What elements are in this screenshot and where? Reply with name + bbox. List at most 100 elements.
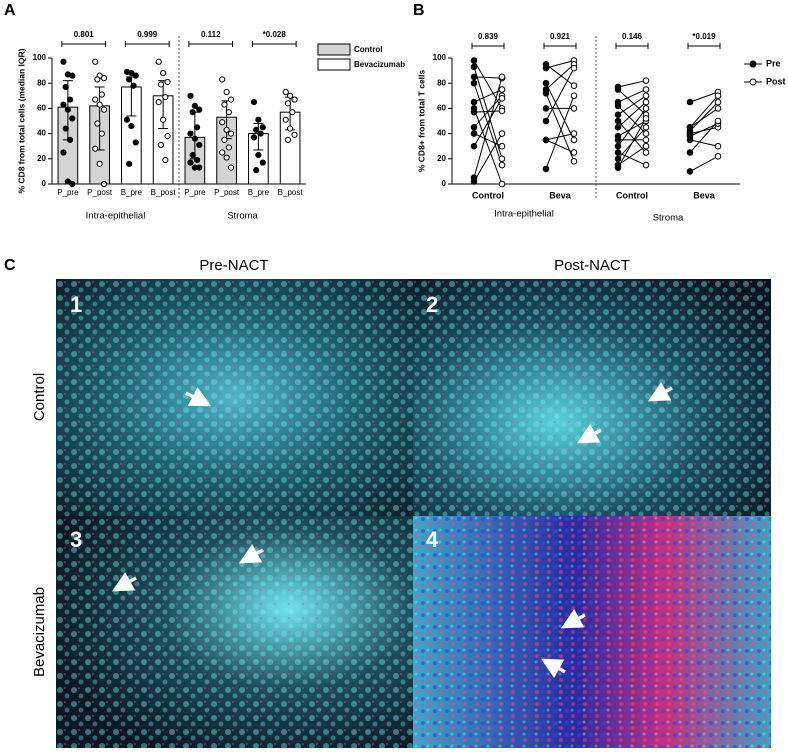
data-point — [470, 63, 478, 71]
legend-label: Control — [354, 45, 382, 54]
data-point — [164, 133, 171, 140]
data-point — [253, 167, 260, 174]
group-label: Stroma — [653, 213, 684, 224]
data-point — [498, 180, 506, 188]
data-point — [126, 160, 133, 167]
data-point — [714, 142, 722, 150]
data-point — [498, 86, 506, 93]
pair-line — [689, 107, 719, 128]
pair-line — [689, 155, 719, 172]
arrow — [238, 544, 264, 564]
data-point — [162, 93, 169, 101]
x-tick-label: Beva — [693, 190, 716, 200]
pair-line — [545, 60, 575, 69]
y-tick-label: 100 — [433, 53, 447, 62]
data-point — [542, 79, 550, 87]
data-point — [614, 149, 622, 156]
pair-line — [473, 66, 503, 159]
data-point — [642, 161, 650, 169]
panel-label: B — [413, 2, 425, 19]
pair-line — [545, 133, 575, 141]
data-point — [642, 86, 650, 93]
data-point — [123, 116, 131, 123]
data-point — [470, 98, 478, 106]
data-point — [614, 155, 622, 163]
data-point — [714, 105, 722, 112]
pair-line — [473, 76, 503, 79]
p-value: *0.019 — [692, 32, 716, 41]
data-point — [642, 149, 650, 156]
x-tick-label: B_pre — [248, 188, 270, 197]
data-point — [227, 96, 235, 103]
data-point — [498, 130, 506, 137]
data-point — [614, 117, 622, 125]
data-point — [614, 142, 622, 150]
data-point — [470, 108, 478, 116]
data-point — [257, 130, 264, 137]
x-tick-label: Control — [616, 190, 648, 200]
data-point — [60, 149, 67, 156]
micrograph-texture — [413, 279, 771, 516]
pair-line — [617, 95, 647, 116]
data-point — [155, 58, 162, 65]
data-point — [542, 64, 550, 72]
data-point — [96, 101, 103, 108]
y-tick-label: 60 — [37, 104, 46, 113]
p-value: *0.028 — [263, 30, 287, 39]
pair-line — [689, 126, 719, 135]
pair-line — [617, 101, 647, 128]
pair-line — [473, 133, 503, 182]
data-point — [100, 75, 108, 82]
data-point — [570, 92, 578, 100]
pair-line — [545, 63, 575, 87]
pair-line — [545, 63, 575, 90]
data-point — [642, 124, 650, 131]
data-point — [196, 164, 203, 171]
data-point — [100, 106, 108, 113]
data-point — [223, 88, 230, 96]
p-value: 0.146 — [622, 32, 643, 41]
panel-number: 3 — [70, 527, 82, 552]
data-point — [130, 82, 137, 89]
data-point — [66, 136, 74, 143]
x-tick-label: B_post — [278, 188, 304, 197]
p-value: 0.839 — [478, 32, 499, 41]
data-point — [62, 83, 69, 91]
pair-line — [545, 82, 575, 141]
arrow — [185, 387, 212, 407]
data-point — [255, 116, 262, 123]
x-tick-label: Beva — [549, 190, 572, 200]
data-point — [291, 96, 298, 103]
data-point — [570, 130, 578, 137]
data-point — [187, 159, 194, 166]
data-point — [614, 102, 622, 110]
panel-number: 1 — [70, 292, 82, 317]
data-point — [160, 116, 167, 123]
data-point — [69, 72, 76, 79]
data-point — [498, 95, 506, 102]
data-point — [250, 99, 258, 106]
data-point — [60, 58, 67, 65]
pair-line — [473, 89, 503, 103]
data-point — [191, 102, 198, 109]
legend-swatch — [317, 43, 351, 56]
data-point — [542, 105, 550, 112]
pair-line — [689, 95, 719, 128]
data-point — [66, 96, 74, 103]
data-point — [196, 106, 203, 113]
legend-label: Bevacizumab — [354, 60, 405, 69]
data-point — [155, 99, 162, 106]
pair-line — [689, 120, 719, 153]
data-point — [282, 116, 289, 123]
pair-line — [617, 80, 647, 88]
y-tick-label: 20 — [37, 154, 46, 163]
data-point — [570, 82, 578, 90]
data-point — [686, 136, 694, 144]
data-point — [498, 155, 506, 163]
data-point — [614, 136, 622, 144]
data-point — [470, 79, 478, 87]
data-point — [221, 101, 228, 108]
y-tick-label: 60 — [437, 104, 446, 113]
data-point — [157, 141, 165, 149]
data-point — [642, 142, 650, 150]
